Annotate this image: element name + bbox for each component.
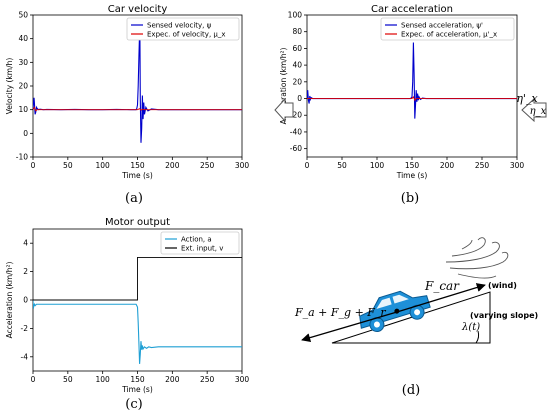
series-line-1 bbox=[307, 42, 517, 119]
slope-label: (varying slope) bbox=[470, 311, 538, 320]
y-tick-label: 0 bbox=[297, 94, 302, 103]
panel-label-c: (c) bbox=[125, 397, 142, 412]
x-tick-label: 0 bbox=[31, 375, 36, 384]
force-resist-arrow bbox=[301, 311, 398, 343]
x-tick-label: 300 bbox=[510, 161, 525, 170]
angle-label: λ(t) bbox=[461, 322, 480, 333]
car-slope-diagram: λ(t) (varying slope) F_car F_a + F_g + F… bbox=[294, 237, 538, 344]
y-tick-label: 4 bbox=[23, 239, 28, 248]
x-tick-label: 0 bbox=[305, 161, 310, 170]
series-line-2 bbox=[33, 106, 242, 112]
series-line-2 bbox=[307, 96, 517, 102]
chart-title: Car velocity bbox=[108, 4, 168, 15]
panel-label-b: (b) bbox=[401, 191, 419, 206]
panel-label-a: (a) bbox=[125, 191, 143, 206]
x-axis-label: Time (s) bbox=[121, 171, 153, 180]
legend-box bbox=[380, 17, 515, 41]
x-tick-label: 150 bbox=[130, 161, 145, 170]
legend-label: Expec. of acceleration, μ'_x bbox=[401, 31, 497, 39]
chart-title: Motor output bbox=[105, 217, 170, 228]
chart-title: Car acceleration bbox=[371, 4, 453, 15]
x-tick-label: 50 bbox=[63, 375, 73, 384]
x-tick-label: 100 bbox=[370, 161, 385, 170]
y-tick-label: 0 bbox=[23, 296, 28, 305]
x-tick-label: 100 bbox=[96, 161, 111, 170]
force-resist-label: F_a + F_g + F_r bbox=[294, 306, 386, 319]
series-line-2 bbox=[33, 256, 242, 301]
x-tick-label: 200 bbox=[165, 375, 180, 384]
legend-label: Sensed acceleration, ψ' bbox=[401, 22, 483, 30]
series-line-1 bbox=[33, 31, 242, 143]
force-car-label: F_car bbox=[424, 279, 460, 293]
y-tick-label: -40 bbox=[290, 127, 302, 136]
y-tick-label: 2 bbox=[23, 267, 28, 276]
y-tick-label: 10 bbox=[18, 105, 28, 114]
x-tick-label: 250 bbox=[200, 375, 215, 384]
y-tick-label: -10 bbox=[16, 153, 28, 162]
y-tick-label: -2 bbox=[21, 324, 29, 333]
series-line-1 bbox=[33, 299, 242, 364]
x-tick-label: 150 bbox=[405, 161, 420, 170]
motor-output-chart: Motor output 0 50 100 150 200 250 300 -4 -2 0 2 4 Tim… bbox=[5, 217, 249, 394]
legend-label: Sensed velocity, ψ bbox=[147, 22, 212, 30]
x-tick-label: 50 bbox=[63, 161, 73, 170]
x-tick-label: 0 bbox=[31, 161, 36, 170]
x-tick-label: 250 bbox=[475, 161, 490, 170]
x-tick-label: 150 bbox=[130, 375, 145, 384]
y-tick-label: 100 bbox=[288, 11, 303, 20]
y-tick-label: 0 bbox=[23, 129, 28, 138]
x-axis-label: Time (s) bbox=[396, 171, 428, 180]
x-tick-label: 200 bbox=[165, 161, 180, 170]
force-car-arrow bbox=[396, 283, 486, 313]
y-tick-label: -4 bbox=[21, 352, 29, 361]
y-tick-label: 50 bbox=[18, 11, 28, 20]
y-tick-label: 20 bbox=[18, 82, 28, 91]
y-tick-label: 40 bbox=[18, 34, 28, 43]
y-tick-label: -60 bbox=[290, 144, 302, 153]
x-tick-label: 50 bbox=[337, 161, 347, 170]
y-tick-label: 60 bbox=[292, 44, 302, 53]
x-tick-label: 300 bbox=[235, 375, 250, 384]
y-tick-label: -20 bbox=[290, 111, 302, 120]
x-tick-label: 250 bbox=[200, 161, 215, 170]
x-tick-label: 300 bbox=[235, 161, 250, 170]
x-tick-label: 200 bbox=[440, 161, 455, 170]
x-tick-label: 100 bbox=[96, 375, 111, 384]
y-tick-label: 20 bbox=[292, 77, 302, 86]
legend-label: Expec. of velocity, μ_x bbox=[147, 31, 226, 39]
legend-box bbox=[126, 17, 240, 41]
eta-prime-x-arrow bbox=[274, 97, 294, 123]
slope-ramp bbox=[331, 291, 491, 344]
y-tick-label: 80 bbox=[292, 27, 302, 36]
y-axis-label: Acceleration (km/h²) bbox=[279, 48, 288, 125]
y-tick-label: 30 bbox=[18, 58, 28, 67]
angle-arc bbox=[475, 330, 480, 344]
legend-label: Action, a bbox=[181, 236, 212, 244]
y-axis-label: Velocity (km/h) bbox=[5, 58, 14, 115]
legend-box bbox=[160, 231, 240, 255]
y-axis-label: Acceleration (km/h²) bbox=[5, 262, 14, 339]
panel-label-d: (d) bbox=[402, 383, 420, 398]
eta-x-label: η_x bbox=[530, 106, 547, 117]
car-icon bbox=[359, 290, 431, 333]
eta-prime-x-label: η'_x bbox=[516, 92, 538, 105]
x-axis-label: Time (s) bbox=[121, 385, 153, 394]
wind-icon bbox=[445, 237, 509, 279]
wind-label: (wind) bbox=[488, 281, 517, 290]
y-tick-label: 40 bbox=[292, 61, 302, 70]
legend-label: Ext. input, v bbox=[181, 245, 223, 253]
eta-x-arrow: η_x bbox=[521, 97, 547, 123]
